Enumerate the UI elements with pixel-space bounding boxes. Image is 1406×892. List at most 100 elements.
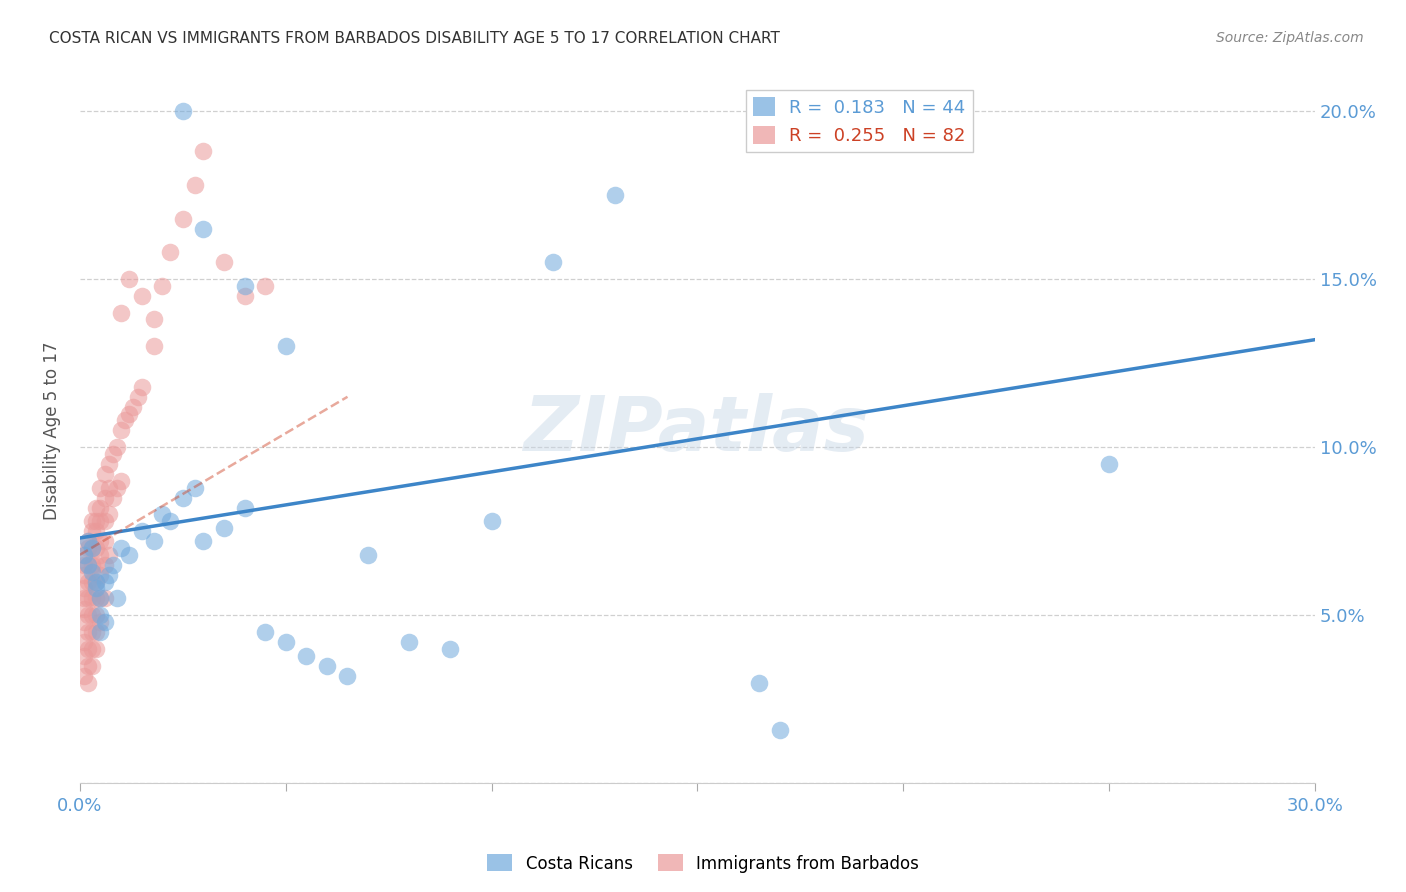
Point	[159, 514, 181, 528]
Point	[143, 534, 166, 549]
Point	[274, 635, 297, 649]
Point	[77, 558, 100, 572]
Point	[193, 534, 215, 549]
Point	[89, 615, 111, 629]
Point	[748, 675, 770, 690]
Point	[543, 255, 565, 269]
Point	[93, 491, 115, 505]
Point	[143, 312, 166, 326]
Point	[150, 278, 173, 293]
Point	[77, 608, 100, 623]
Point	[316, 658, 339, 673]
Point	[131, 380, 153, 394]
Point	[274, 339, 297, 353]
Text: ZIPatlas: ZIPatlas	[524, 393, 870, 467]
Point	[82, 514, 104, 528]
Point	[86, 514, 108, 528]
Point	[82, 658, 104, 673]
Point	[143, 339, 166, 353]
Point	[101, 447, 124, 461]
Point	[93, 558, 115, 572]
Point	[77, 658, 100, 673]
Point	[73, 615, 96, 629]
Point	[233, 500, 256, 515]
Y-axis label: Disability Age 5 to 17: Disability Age 5 to 17	[44, 341, 60, 520]
Point	[77, 534, 100, 549]
Point	[89, 514, 111, 528]
Point	[73, 582, 96, 596]
Point	[89, 625, 111, 640]
Point	[150, 508, 173, 522]
Point	[93, 591, 115, 606]
Legend: R =  0.183   N = 44, R =  0.255   N = 82: R = 0.183 N = 44, R = 0.255 N = 82	[745, 90, 973, 153]
Point	[86, 582, 108, 596]
Point	[93, 574, 115, 589]
Point	[73, 548, 96, 562]
Point	[86, 641, 108, 656]
Text: Source: ZipAtlas.com: Source: ZipAtlas.com	[1216, 31, 1364, 45]
Point	[131, 524, 153, 539]
Point	[605, 188, 627, 202]
Point	[77, 591, 100, 606]
Point	[481, 514, 503, 528]
Point	[97, 457, 120, 471]
Point	[118, 272, 141, 286]
Point	[122, 400, 145, 414]
Point	[127, 390, 149, 404]
Point	[172, 211, 194, 226]
Point	[73, 669, 96, 683]
Point	[73, 548, 96, 562]
Point	[89, 548, 111, 562]
Point	[212, 255, 235, 269]
Point	[184, 481, 207, 495]
Point	[73, 648, 96, 663]
Point	[73, 601, 96, 615]
Point	[172, 491, 194, 505]
Legend: Costa Ricans, Immigrants from Barbados: Costa Ricans, Immigrants from Barbados	[481, 847, 925, 880]
Point	[86, 524, 108, 539]
Point	[77, 541, 100, 555]
Point	[212, 521, 235, 535]
Point	[73, 635, 96, 649]
Point	[77, 625, 100, 640]
Point	[93, 514, 115, 528]
Point	[73, 558, 96, 572]
Point	[769, 723, 792, 737]
Point	[357, 548, 380, 562]
Point	[82, 574, 104, 589]
Point	[110, 424, 132, 438]
Point	[131, 289, 153, 303]
Point	[114, 413, 136, 427]
Point	[97, 481, 120, 495]
Point	[89, 481, 111, 495]
Point	[159, 245, 181, 260]
Point	[82, 641, 104, 656]
Point	[93, 615, 115, 629]
Point	[89, 591, 111, 606]
Point	[254, 278, 277, 293]
Point	[82, 541, 104, 555]
Point	[97, 548, 120, 562]
Point	[193, 145, 215, 159]
Point	[172, 104, 194, 119]
Text: COSTA RICAN VS IMMIGRANTS FROM BARBADOS DISABILITY AGE 5 TO 17 CORRELATION CHART: COSTA RICAN VS IMMIGRANTS FROM BARBADOS …	[49, 31, 780, 46]
Point	[336, 669, 359, 683]
Point	[233, 278, 256, 293]
Point	[77, 534, 100, 549]
Point	[82, 558, 104, 572]
Point	[86, 608, 108, 623]
Point	[86, 574, 108, 589]
Point	[77, 558, 100, 572]
Point	[86, 500, 108, 515]
Point	[105, 591, 128, 606]
Point	[295, 648, 318, 663]
Point	[97, 568, 120, 582]
Point	[77, 641, 100, 656]
Point	[89, 568, 111, 582]
Point	[86, 558, 108, 572]
Point	[89, 500, 111, 515]
Point	[82, 565, 104, 579]
Point	[110, 474, 132, 488]
Point	[82, 591, 104, 606]
Point	[82, 524, 104, 539]
